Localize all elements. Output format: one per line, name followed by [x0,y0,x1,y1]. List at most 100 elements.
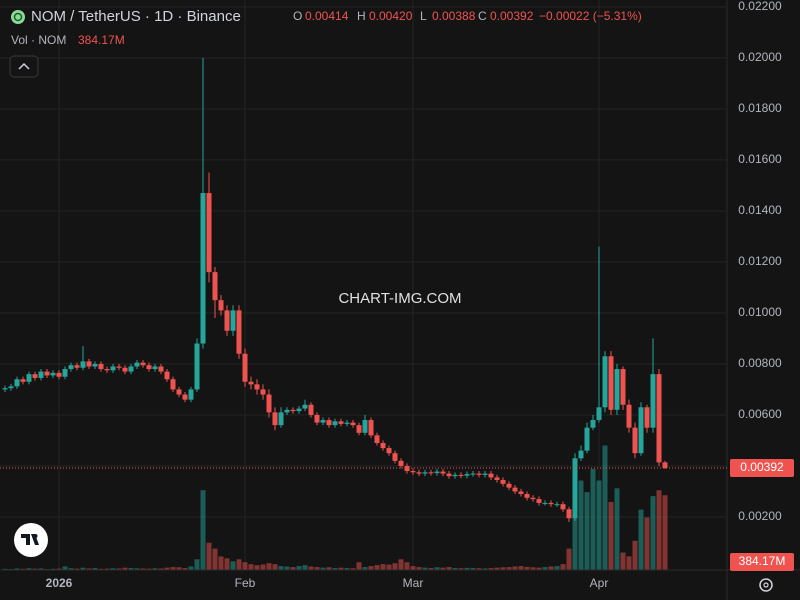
candle-body [92,363,98,367]
candle-body [362,420,368,433]
volume-bar [302,565,308,570]
candle-body [596,407,602,421]
candle-body [374,435,380,443]
candle-body [380,442,386,449]
volume-bar [566,548,572,570]
volume-bar [344,568,350,570]
ohlc-value: 0.00392 [490,9,534,23]
button-frame[interactable] [9,55,39,78]
y-tick-label: 0.01400 [738,203,782,217]
candle-body [296,408,302,412]
volume-bar [320,567,326,570]
volume-bar [260,564,266,570]
y-tick-label: 0.01200 [738,254,782,268]
volume-bar [128,568,134,570]
gear-icon[interactable] [759,578,773,592]
collapse-button[interactable] [9,55,39,78]
y-tick-label: 0.01000 [738,305,782,319]
candle-body [632,427,638,454]
y-tick-label: 0.01600 [738,152,782,166]
volume-bar [176,567,182,570]
volume-bar [554,566,560,570]
volume-bar [632,540,638,570]
candle-body [182,394,188,400]
candle-body [434,471,440,474]
x-tick-label: Feb [235,576,256,590]
volume-bar [308,566,314,570]
volume-bar [206,542,212,570]
volume-bar [20,568,26,570]
candle-body [542,502,548,504]
candle-body [8,386,14,389]
watermark: CHART-IMG.COM [338,290,461,307]
volume-bar [446,567,452,570]
volume-bar [530,567,536,570]
candle-body [608,356,614,410]
volume-bar [596,480,602,570]
volume-bar [152,568,158,570]
candle-body [326,420,332,426]
candle-body [488,473,494,478]
candle-body [572,458,578,519]
volume-bar [524,566,530,570]
volume-bar [170,567,176,570]
volume-bar [512,566,518,570]
volume-pane [2,445,668,570]
x-tick-label: 2026 [46,576,73,590]
candle-body [518,491,524,494]
volume-bar [356,562,362,570]
logo-circle[interactable] [14,523,48,557]
candle-body [650,374,656,428]
candle-body [440,471,446,474]
candle-body [410,471,416,473]
volume-bar [350,568,356,570]
grid: 0.002000.004000.006000.008000.010000.012… [0,0,782,590]
candle-body [590,420,596,428]
candle-body [104,369,110,371]
volume-bar [560,564,566,570]
y-tick-label: 0.00200 [738,509,782,523]
volume-bar [92,568,98,570]
settings-button[interactable] [759,578,773,592]
ohlc-label: L [420,9,427,23]
candle-body [194,343,200,390]
candle-body [128,366,134,372]
candle-body [212,272,218,301]
candle-body [404,465,410,472]
volume-bar [98,568,104,570]
volume-bar [518,566,524,570]
y-tick-label: 0.00800 [738,356,782,370]
volume-bar [410,566,416,570]
symbol-title[interactable]: NOM / TetherUS · 1D · Binance [31,8,241,25]
candle-body [230,310,236,331]
volume-bar [434,567,440,570]
header: NOM / TetherUS · 1D · Binance Vol · NOM … [11,8,642,47]
volume-bar [452,568,458,570]
volume-bar [608,501,614,570]
candle-body [332,421,338,426]
volume-bar [500,567,506,570]
volume-bar [122,567,128,570]
candle-body [584,427,590,451]
candle-body [152,366,158,370]
candle-body [416,472,422,474]
candle-body [614,369,620,410]
volume-bar [218,556,224,570]
candle-body [206,193,212,273]
candle-body [44,371,50,376]
volume-bar [62,566,68,570]
candle-body [428,472,434,474]
candle-body [386,448,392,454]
candle-body [446,473,452,477]
volume-bar [662,495,668,570]
volume-bar [440,567,446,570]
volume-bar [422,567,428,570]
tv-logo[interactable] [14,523,48,557]
volume-bar [188,566,194,570]
volume-bar [638,509,644,570]
volume-bar [68,568,74,570]
candle-body [530,497,536,500]
volume-bar [182,568,188,570]
